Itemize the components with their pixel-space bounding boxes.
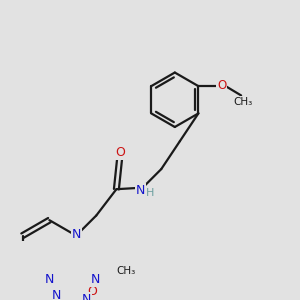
Text: N: N bbox=[136, 184, 145, 196]
Text: O: O bbox=[217, 79, 226, 92]
Text: H: H bbox=[146, 188, 154, 198]
Text: O: O bbox=[115, 146, 125, 160]
Text: N: N bbox=[81, 293, 91, 300]
Text: N: N bbox=[72, 228, 82, 241]
Text: N: N bbox=[91, 273, 100, 286]
Text: CH₃: CH₃ bbox=[116, 266, 136, 276]
Text: N: N bbox=[52, 290, 61, 300]
Text: O: O bbox=[87, 285, 97, 298]
Text: N: N bbox=[45, 273, 54, 286]
Text: CH₃: CH₃ bbox=[233, 97, 252, 106]
